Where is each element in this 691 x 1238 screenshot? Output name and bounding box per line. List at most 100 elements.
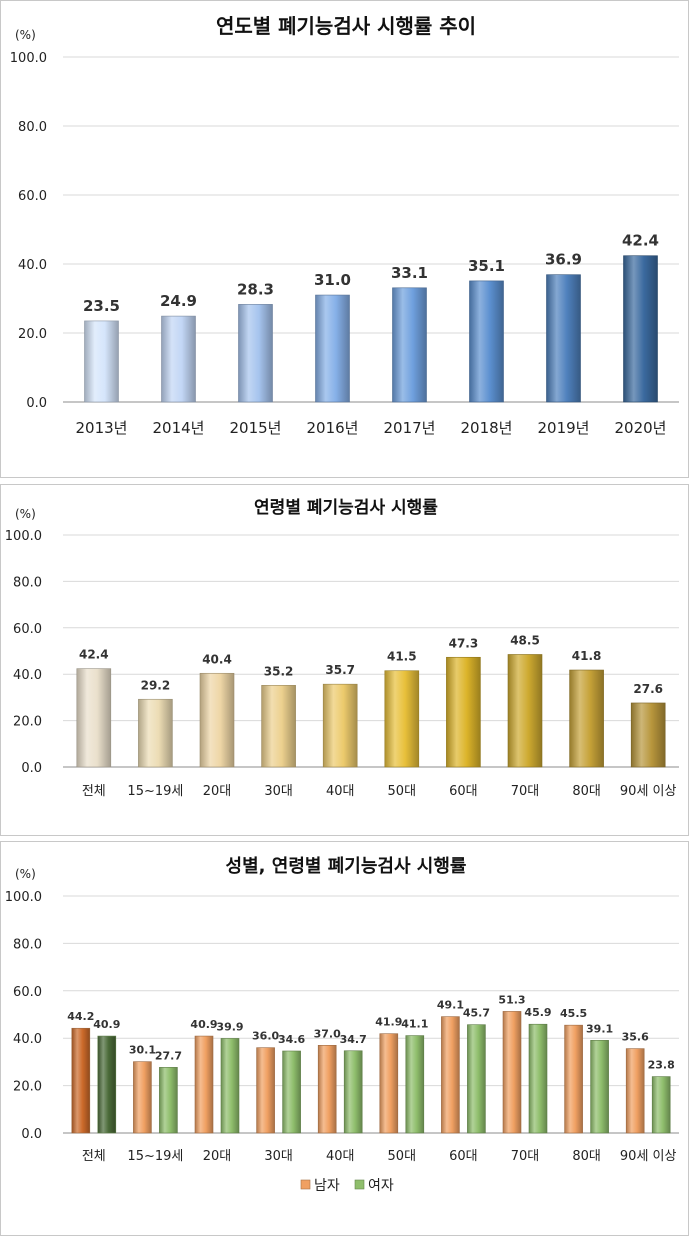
- bar: [315, 294, 350, 403]
- bar-female: [405, 1035, 425, 1134]
- data-label: 42.4: [79, 648, 109, 662]
- bar: [546, 274, 581, 403]
- bar: [446, 656, 481, 768]
- x-tick-label: 전체: [82, 784, 106, 799]
- bar-male: [379, 1033, 399, 1134]
- x-tick-label: 50대: [388, 784, 417, 799]
- y-tick-label: 80.0: [13, 575, 42, 590]
- sex-age-chart: 성별, 연령별 폐기능검사 시행률 (%) 0.0 20.0 40.0 60.0 80.0 1…: [5, 856, 679, 1194]
- bar-male: [441, 1016, 460, 1134]
- data-label: 45.5: [560, 1007, 587, 1020]
- y-tick-label: 40.0: [18, 258, 47, 273]
- bar: [392, 287, 427, 403]
- bar: [161, 315, 196, 403]
- bar-female: [590, 1040, 609, 1134]
- bar-male: [502, 1011, 522, 1134]
- data-label: 47.3: [449, 636, 479, 650]
- x-tick-label: 60대: [449, 1149, 478, 1164]
- bar: [384, 670, 420, 768]
- bar: [569, 669, 604, 768]
- sex-age-chart-panel: 성별, 연령별 폐기능검사 시행률 (%) 0.0 20.0 40.0 60.0 80.0 1…: [0, 841, 689, 1236]
- x-tick-label: 전체: [82, 1149, 106, 1164]
- x-tick-label: 2016년: [307, 419, 359, 437]
- data-label: 39.9: [216, 1020, 243, 1033]
- bar: [623, 255, 658, 403]
- data-label: 35.1: [468, 257, 505, 275]
- data-label: 41.9: [375, 1016, 402, 1029]
- bar-female: [97, 1035, 117, 1134]
- data-label: 23.5: [83, 297, 120, 315]
- data-label: 33.1: [391, 264, 428, 282]
- data-label: 30.1: [129, 1044, 156, 1057]
- y-axis-unit: (%): [15, 507, 36, 521]
- y-tick-label: 40.0: [13, 1032, 42, 1047]
- x-tick-label: 80대: [572, 1149, 601, 1164]
- x-tick-label: 2019년: [538, 419, 590, 437]
- data-label: 23.8: [648, 1059, 675, 1072]
- y-tick-label: 0.0: [21, 1127, 42, 1142]
- x-tick-label: 20대: [203, 1149, 232, 1164]
- data-label: 36.9: [545, 251, 582, 269]
- bar-female: [467, 1024, 486, 1134]
- data-label: 40.9: [93, 1018, 120, 1031]
- data-label: 41.5: [387, 650, 417, 664]
- y-tick-label: 100.0: [10, 51, 47, 66]
- x-tick-label: 50대: [388, 1149, 417, 1164]
- x-tick-label: 40대: [326, 1149, 355, 1164]
- bar: [84, 320, 119, 403]
- data-label: 45.9: [524, 1006, 551, 1019]
- bar-male: [133, 1061, 152, 1134]
- bar-male: [564, 1024, 583, 1134]
- bar-female: [159, 1067, 178, 1134]
- x-tick-label: 2013년: [76, 419, 128, 437]
- legend-swatch: [300, 1179, 311, 1190]
- x-tick-label: 2014년: [153, 419, 205, 437]
- y-axis-unit: (%): [15, 867, 36, 881]
- x-tick-label: 90세 이상: [620, 784, 677, 799]
- bar: [76, 668, 112, 768]
- y-tick-label: 0.0: [26, 396, 47, 411]
- data-label: 28.3: [237, 280, 274, 298]
- data-label: 27.6: [633, 682, 663, 696]
- bar-male: [625, 1048, 645, 1134]
- x-tick-label: 2018년: [461, 419, 513, 437]
- y-tick-label: 20.0: [13, 1080, 42, 1095]
- x-tick-label: 70대: [511, 1149, 540, 1164]
- bar-male: [256, 1047, 275, 1134]
- x-tick-label: 30대: [264, 784, 293, 799]
- bar-female: [282, 1050, 301, 1134]
- chart-title: 연령별 폐기능검사 시행률: [254, 497, 438, 518]
- y-tick-label: 0.0: [21, 761, 42, 776]
- age-chart: 연령별 폐기능검사 시행률 (%) 0.0 20.0 40.0 60.0 80.0 100.0…: [5, 497, 679, 799]
- y-tick-label: 40.0: [13, 668, 42, 683]
- bar-female: [343, 1050, 363, 1134]
- y-tick-label: 20.0: [13, 715, 42, 730]
- data-label: 41.8: [572, 649, 602, 663]
- data-label: 24.9: [160, 292, 197, 310]
- data-label: 34.7: [340, 1033, 367, 1046]
- data-label: 39.1: [586, 1022, 613, 1035]
- legend-swatch: [354, 1179, 365, 1190]
- x-tick-label: 70대: [511, 784, 540, 799]
- age-chart-panel: 연령별 폐기능검사 시행률 (%) 0.0 20.0 40.0 60.0 80.0 100.0…: [0, 484, 689, 836]
- y-tick-label: 60.0: [13, 985, 42, 1000]
- data-label: 36.0: [252, 1030, 279, 1043]
- x-tick-label: 15~19세: [127, 1149, 183, 1164]
- data-label: 40.4: [202, 652, 232, 666]
- data-label: 35.7: [325, 663, 355, 677]
- y-tick-label: 80.0: [18, 120, 47, 135]
- bar: [238, 304, 273, 403]
- bar: [138, 698, 173, 768]
- y-tick-label: 100.0: [5, 529, 42, 544]
- x-tick-label: 15~19세: [127, 784, 183, 799]
- y-tick-label: 60.0: [18, 189, 47, 204]
- bar-female: [651, 1076, 671, 1134]
- chart-title: 성별, 연령별 폐기능검사 시행률: [226, 856, 467, 877]
- data-label: 35.6: [622, 1031, 649, 1044]
- bar: [199, 672, 235, 768]
- bar-female: [528, 1023, 548, 1134]
- x-tick-label: 2017년: [384, 419, 436, 437]
- yearly-chart-panel: 연도별 폐기능검사 시행률 추이 (%) 0.0 20.0 40.0 60.0 80.0 10…: [0, 0, 689, 478]
- chart-title: 연도별 폐기능검사 시행률 추이: [216, 14, 476, 38]
- bar-male: [317, 1045, 337, 1134]
